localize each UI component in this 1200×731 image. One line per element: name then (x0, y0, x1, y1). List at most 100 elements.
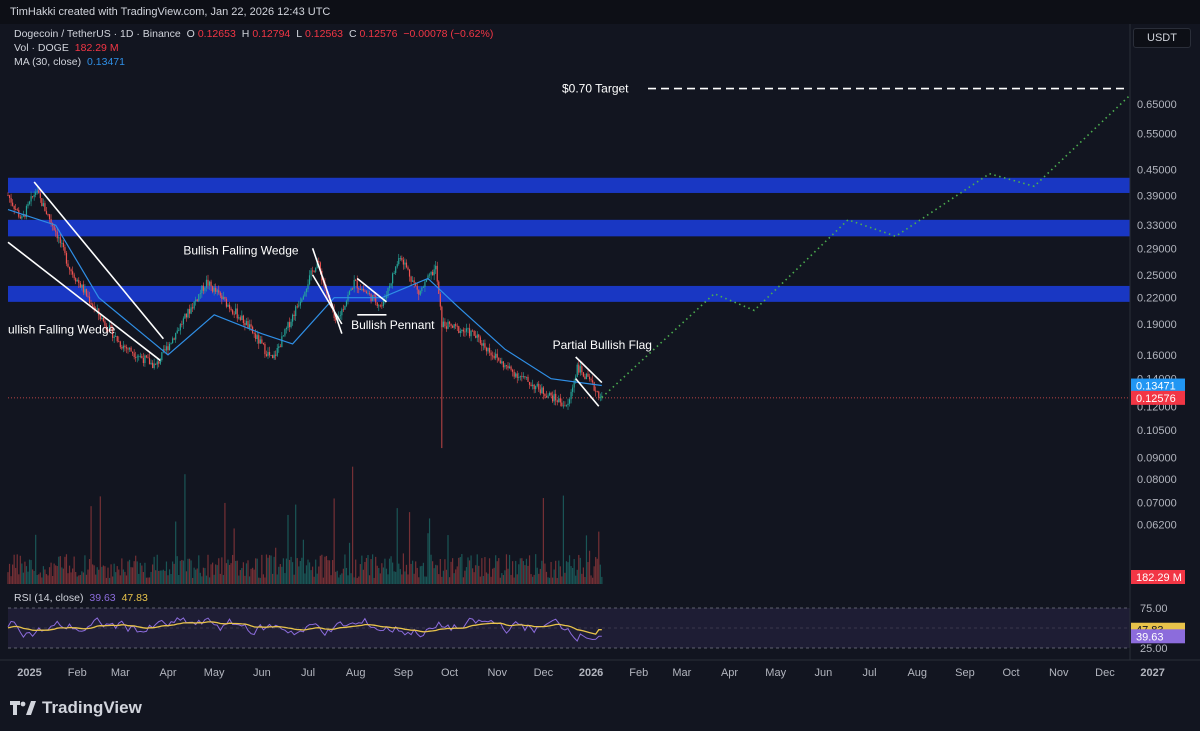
top-bar: TimHakki created with TradingView.com, J… (0, 0, 1200, 24)
x-tick-label: Mar (672, 667, 691, 679)
price-chart[interactable]: $0.70 Target ullish Falling Wedge Bullish … (0, 24, 1200, 688)
volume-bar (265, 554, 268, 584)
candle-body (379, 305, 381, 307)
candle-body (427, 275, 429, 280)
volume-bar (216, 565, 218, 584)
y-tick-label: 0.25000 (1137, 270, 1177, 282)
volume-bar (187, 558, 189, 584)
volume-bar (122, 569, 124, 584)
rsi-tick-label: 25.00 (1140, 643, 1168, 655)
candle-body (90, 303, 92, 305)
candle-body (478, 334, 480, 338)
candle-body (15, 209, 17, 210)
candle-body (479, 337, 481, 344)
flag-upper (575, 356, 603, 384)
candle-body (244, 323, 246, 326)
candle-body (299, 301, 301, 306)
volume-bar (295, 504, 297, 584)
volume-bar (253, 569, 255, 584)
candle-body (515, 373, 517, 377)
candle-body (39, 193, 41, 199)
candle-body (225, 298, 228, 307)
candle-body (133, 353, 135, 358)
volume-bar (308, 562, 311, 584)
volume-bar (559, 566, 561, 584)
candle-body (490, 352, 492, 356)
candle-body (504, 365, 506, 368)
candle-body (170, 343, 172, 344)
candle-body (498, 357, 500, 361)
volume-bar (241, 567, 243, 584)
candle-body (224, 296, 226, 299)
volume-bar (232, 554, 234, 584)
volume-bar (522, 561, 524, 584)
candle-body (78, 280, 80, 284)
x-tick-label: Apr (721, 667, 738, 679)
candle-body (319, 262, 321, 271)
volume-bar (410, 563, 412, 584)
candle-body (70, 269, 72, 272)
volume-bar (150, 571, 152, 584)
candle-body (316, 261, 318, 268)
candle-body (282, 335, 284, 337)
candle-body (470, 330, 472, 337)
volume-bar (599, 564, 601, 584)
candle-body (539, 389, 541, 394)
volume-bar (312, 566, 314, 584)
candle-body (92, 304, 94, 307)
currency-button[interactable]: USDT (1133, 28, 1191, 48)
candle-body (167, 346, 169, 351)
volume-bar (67, 573, 69, 584)
candle-body (535, 385, 537, 390)
volume-bar (441, 576, 443, 584)
candle-body (233, 313, 235, 315)
volume-bar (185, 571, 188, 584)
y-tick-label: 0.45000 (1137, 165, 1177, 177)
volume-bar (425, 576, 428, 584)
volume-bar (565, 561, 568, 584)
legend-rsi-ma-value: 47.83 (121, 592, 148, 604)
volume-bar (175, 521, 177, 584)
volume-bar (188, 558, 191, 584)
volume-bar (530, 574, 532, 584)
candle-body (385, 296, 388, 299)
volume-bar (198, 555, 200, 584)
volume-bar (48, 567, 51, 584)
candle-body (19, 216, 21, 219)
candle-body (96, 308, 98, 310)
y-tick-label: 0.08000 (1137, 474, 1177, 486)
volume-bar (581, 573, 583, 584)
candle-body (519, 376, 521, 378)
resistance-zone (8, 177, 1130, 193)
candle-body (28, 201, 31, 204)
volume-bar (573, 559, 575, 584)
candle-body (355, 279, 357, 281)
candle-body (456, 325, 458, 327)
volume-bar (447, 535, 449, 584)
volume-bar (148, 577, 151, 584)
volume-bar (230, 563, 232, 584)
volume-bar (355, 559, 357, 584)
candle-body (172, 338, 174, 344)
candle-body (190, 307, 192, 314)
volume-bar (601, 576, 603, 584)
volume-bar (279, 564, 281, 584)
legend-ma-label: MA (30, close) (14, 56, 82, 68)
volume-bar (72, 568, 74, 584)
y-tick-label: 0.16000 (1137, 350, 1177, 362)
volume-bar (485, 572, 488, 584)
candle-body (7, 195, 9, 197)
candle-body (128, 347, 131, 350)
volume-bar (202, 567, 204, 584)
volume-bar (347, 575, 349, 584)
volume-bar (112, 576, 114, 584)
volume-bar (195, 569, 197, 584)
candle-body (352, 288, 354, 290)
candle-body (142, 358, 144, 364)
candle-body (513, 371, 515, 377)
candle-body (464, 331, 466, 333)
candle-body (439, 293, 441, 307)
candle-body (413, 280, 415, 283)
volume-bar (416, 567, 418, 584)
candle-body (278, 346, 280, 348)
